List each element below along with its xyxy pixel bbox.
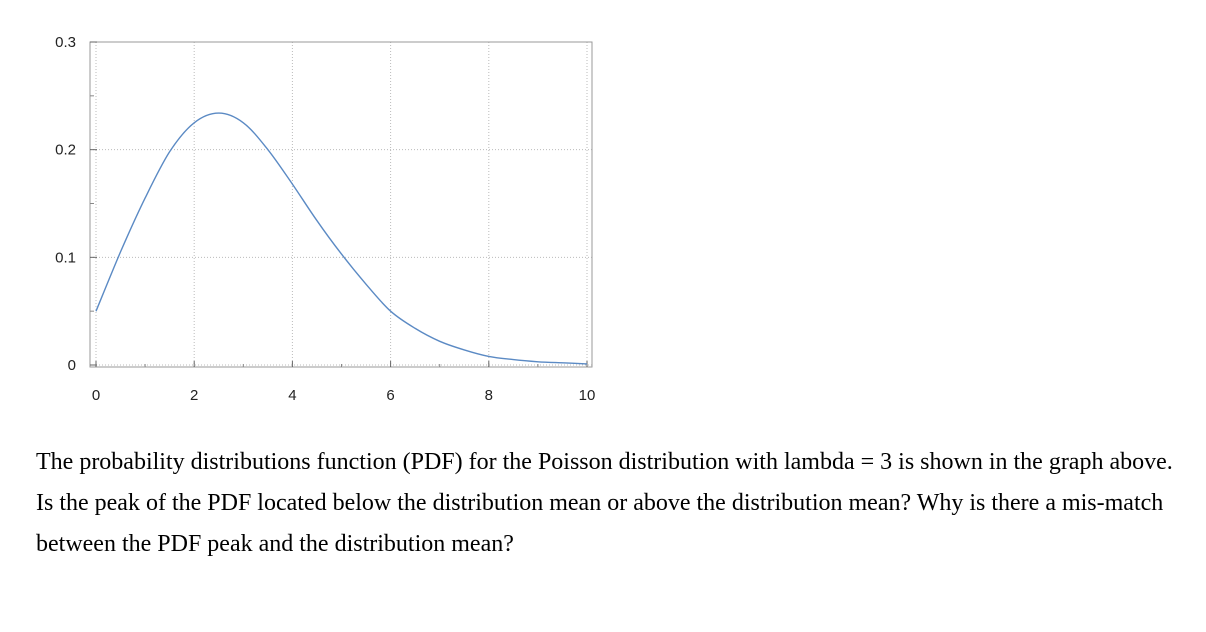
x-tick-label: 2 (190, 387, 198, 404)
x-tick-label: 6 (386, 387, 394, 404)
y-tick-label: 0.2 (55, 142, 76, 159)
x-tick-label: 8 (485, 387, 493, 404)
x-tick-label: 10 (579, 387, 596, 404)
y-tick-label: 0.3 (55, 34, 76, 51)
x-tick-label: 0 (92, 387, 100, 404)
y-tick-label: 0 (68, 357, 76, 374)
pdf-curve (95, 112, 588, 365)
axis-ticks (90, 41, 588, 367)
y-tick-label: 0.1 (55, 249, 76, 266)
pdf-chart: 0 2 4 6 8 10 0 0.1 0.2 0.3 (55, 34, 595, 404)
plot-frame (89, 41, 593, 368)
chart-grid (90, 41, 592, 367)
question-text: The probability distributions function (… (36, 449, 1173, 557)
axis-tick-labels: 0 2 4 6 8 10 0 0.1 0.2 0.3 (55, 34, 595, 404)
x-tick-label: 4 (288, 387, 296, 404)
chart-frame (89, 41, 593, 368)
